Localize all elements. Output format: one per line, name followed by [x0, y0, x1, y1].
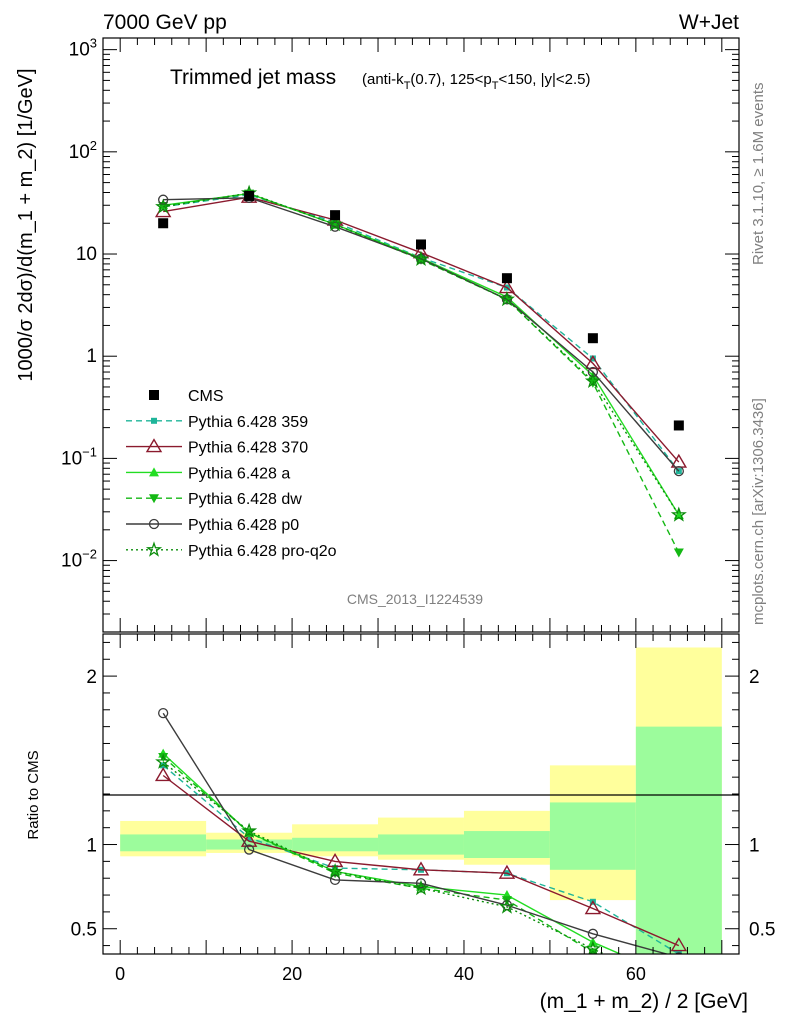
main-title: Trimmed jet mass (anti-kT(0.7), 125<pT<1…	[170, 66, 591, 92]
legend-label: Pythia 6.428 359	[188, 414, 308, 431]
ratio-series-marker	[587, 928, 599, 939]
ratio-series-marker	[412, 879, 430, 896]
stat-uncertainty-band	[635, 726, 722, 954]
x-tick-label: 20	[282, 964, 302, 984]
legend-marker	[149, 467, 159, 477]
analysis-label: CMS_2013_I1224539	[347, 591, 483, 607]
series-marker	[670, 506, 687, 522]
ratio-series-marker	[158, 708, 169, 719]
x-tick-label: 60	[626, 964, 646, 984]
energy-label: 7000 GeV pp	[103, 11, 227, 34]
rivet-label: Rivet 3.1.10, ≥ 1.6M events	[750, 83, 767, 266]
ratio-series-marker	[584, 900, 602, 915]
legend: CMS Pythia 6.428 359 Pythia 6.428 370 Pythi…	[126, 388, 337, 560]
ratio-y-tick-label: 2	[86, 667, 97, 688]
ratio-series-marker	[584, 940, 601, 954]
ratio-series-marker	[246, 834, 253, 841]
stat-uncertainty-band	[463, 831, 550, 858]
series-marker	[412, 250, 430, 266]
ratio-series-line	[162, 761, 606, 954]
y-tick-label: 10−2	[61, 547, 97, 572]
ratio-series-marker	[243, 844, 255, 855]
ratio-series-line	[162, 774, 680, 947]
legend-marker	[151, 417, 157, 424]
y-tick-label: 103	[69, 36, 97, 61]
ratio-series-marker	[154, 767, 172, 782]
plot-subtitle: (anti-kT(0.7), 125<pT<150, |y|<2.5)	[362, 71, 591, 92]
x-axis-label: (m_1 + m_2) / 2 [GeV]	[540, 990, 748, 1013]
ratio-series-marker	[670, 937, 688, 952]
series-marker	[327, 215, 344, 232]
series-marker	[584, 372, 601, 389]
legend-label: CMS	[188, 388, 224, 405]
ratio-series-marker	[415, 878, 427, 889]
legend-label: Pythia 6.428 370	[188, 440, 308, 457]
stat-uncertainty-band	[378, 834, 464, 855]
plot-title: Trimmed jet mass	[170, 66, 336, 89]
process-label: W+Jet	[679, 11, 739, 34]
ratio-y-axis-label: Ratio to CMS	[25, 750, 42, 839]
series-marker	[589, 355, 596, 362]
legend-marker	[148, 518, 160, 530]
main-y-axis-label: 1000/σ 2dσ)/d(m_1 + m_2) [1/GeV]	[15, 68, 37, 381]
series-marker	[329, 221, 341, 232]
y-tick-label: 1	[86, 346, 97, 367]
ratio-series-marker	[329, 874, 341, 886]
legend-marker	[149, 390, 159, 400]
legend-label: Pythia 6.428 p0	[188, 517, 299, 534]
ratio-series-marker	[155, 753, 172, 769]
ratio-series-layer	[154, 708, 688, 983]
legend-marker	[149, 494, 159, 504]
stat-uncertainty-band	[292, 837, 379, 852]
stat-uncertainty-band	[120, 834, 207, 852]
x-tick-label: 0	[115, 964, 125, 984]
series-marker	[673, 466, 684, 477]
legend-marker	[145, 438, 163, 453]
ratio-series-marker	[327, 863, 344, 879]
ratio-y-tick-label: 0.5	[749, 920, 775, 941]
stat-uncertainty-band	[549, 802, 636, 870]
ratio-y-tick-label: 1	[749, 836, 760, 857]
series-marker	[498, 290, 515, 307]
series-marker	[158, 194, 169, 205]
cms-data-point	[501, 273, 512, 284]
ratio-series-marker	[412, 861, 430, 876]
series-marker	[673, 548, 684, 558]
ratio-series-marker	[498, 898, 515, 914]
ratio-series-marker	[498, 864, 516, 879]
y-tick-label: 102	[69, 138, 97, 163]
series-marker	[584, 355, 602, 370]
cms-data-point	[673, 420, 684, 431]
axis-ticks: 0 20 40 60 10−2 10−1 1 10 102 103 0.5 0.5 1 1 2 2	[61, 36, 775, 984]
main-plot-frame	[102, 37, 740, 633]
cms-data-point	[587, 333, 598, 344]
ratio-series-marker	[674, 952, 683, 954]
legend-label: Pythia 6.428 dw	[188, 491, 302, 508]
ratio-y-tick-label: 2	[749, 667, 760, 688]
ratio-series-marker	[241, 822, 258, 838]
ratio-y-tick-label: 1	[86, 836, 97, 857]
ratio-series-marker	[240, 832, 258, 847]
ratio-uncertainty-bands	[120, 647, 722, 954]
ratio-series-marker	[674, 974, 684, 983]
data-points-layer	[158, 190, 684, 431]
cms-data-point	[416, 239, 426, 250]
y-tick-label: 10−1	[61, 444, 97, 469]
legend-marker	[145, 541, 163, 557]
legend-label: Pythia 6.428 a	[188, 465, 290, 482]
ratio-y-tick-label: 0.5	[71, 920, 97, 941]
cms-data-point	[158, 218, 169, 229]
legend-label: Pythia 6.428 pro-q2o	[188, 543, 337, 560]
series-marker	[155, 198, 172, 214]
x-tick-label: 40	[454, 964, 474, 984]
cms-data-point	[244, 190, 255, 201]
mcplots-label: mcplots.cern.ch [arXiv:1306.3436]	[750, 398, 767, 625]
y-tick-label: 10	[76, 244, 97, 265]
cms-data-point	[330, 210, 341, 221]
